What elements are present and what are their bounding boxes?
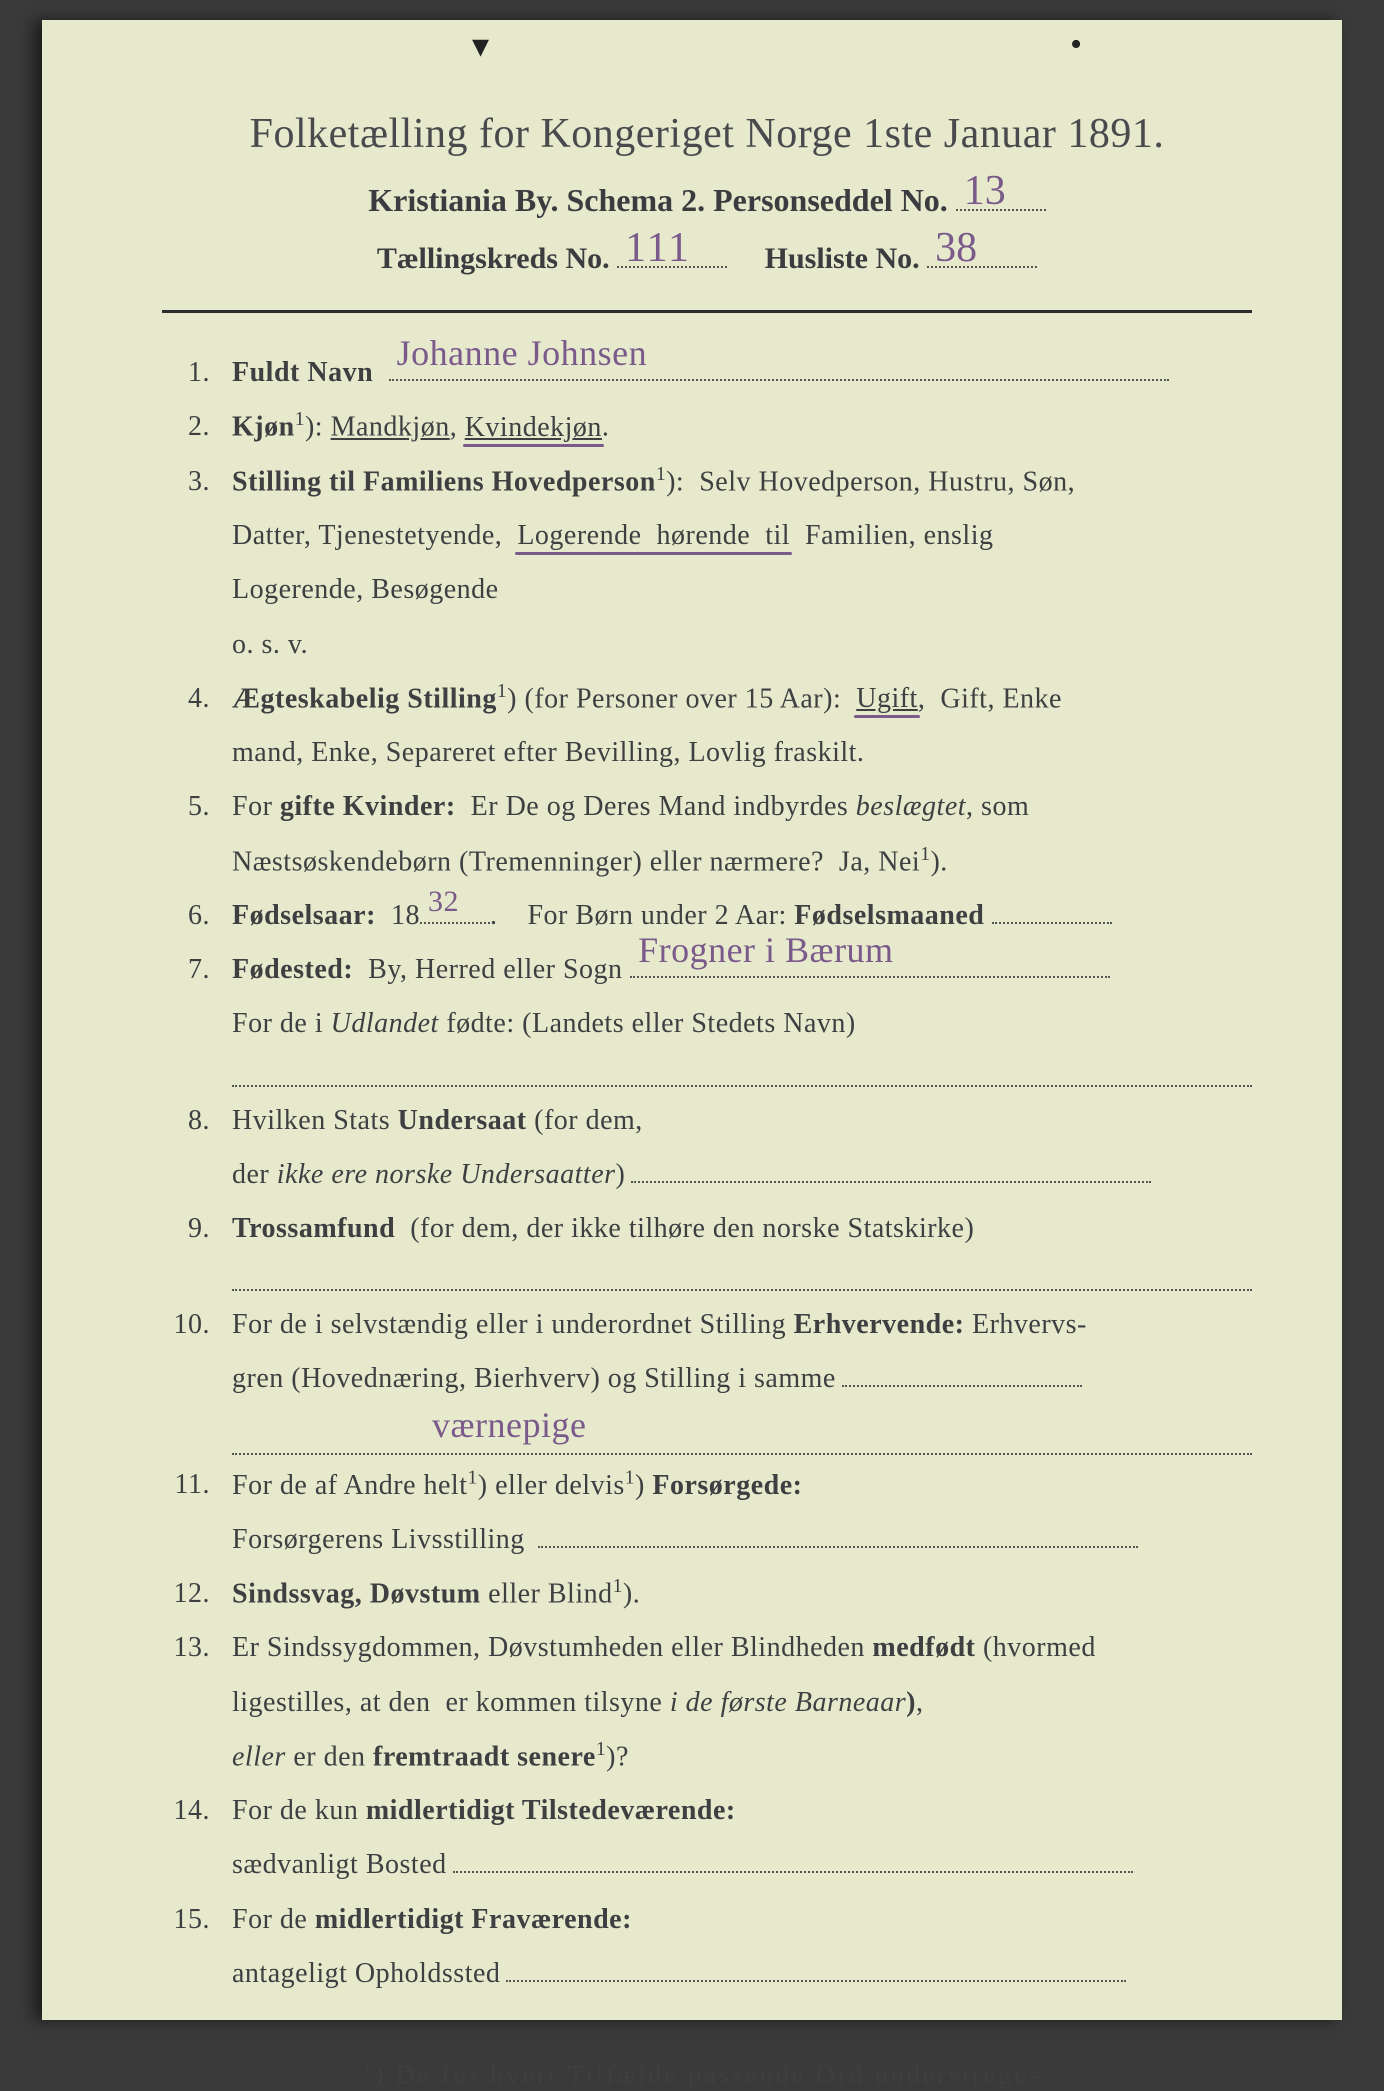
item-10: 10. For de i selvstændig eller i underor… bbox=[162, 1301, 1252, 1349]
item-1-num: 1. bbox=[162, 349, 232, 397]
fullname-value: Johanne Johnsen bbox=[397, 323, 647, 385]
item-15: 15. For de midlertidigt Fraværende: bbox=[162, 1896, 1252, 1944]
item-12-label: Sindssvag, Døvstum bbox=[232, 1578, 481, 1609]
item-13: 13. Er Sindssygdommen, Døvstumheden elle… bbox=[162, 1624, 1252, 1672]
birthmonth-field bbox=[992, 893, 1112, 924]
item-9-text: (for dem, der ikke tilhøre den norske St… bbox=[410, 1213, 974, 1244]
item-5: 5. For gifte Kvinder: Er De og Deres Man… bbox=[162, 783, 1252, 831]
item-10-cont: gren (Hovednæring, Bierhverv) og Stillin… bbox=[232, 1355, 1252, 1403]
footnote-text: De for hvert Tilfælde passende Ord under… bbox=[396, 2061, 1052, 2090]
item-8: 8. Hvilken Stats Undersaat (for dem, bbox=[162, 1097, 1252, 1145]
item-13-num: 13. bbox=[162, 1624, 232, 1672]
item-4-num: 4. bbox=[162, 675, 232, 723]
item-5-cont: Næstsøskendebørn (Tremenninger) eller næ… bbox=[232, 838, 1252, 886]
item-10-line1: For de i selvstændig eller i underordnet… bbox=[232, 1309, 1087, 1340]
item-10-num: 10. bbox=[162, 1301, 232, 1349]
item-8-num: 8. bbox=[162, 1097, 232, 1145]
birthplace-field: Frogner i Bærum bbox=[630, 947, 1110, 978]
item-7-dotline bbox=[232, 1055, 1252, 1087]
item-5-num: 5. bbox=[162, 783, 232, 831]
item-1-label: Fuldt Navn bbox=[232, 357, 373, 388]
logerende-underline: Logerende hørende til bbox=[517, 520, 790, 551]
item-8-cont: der ikke ere norske Undersaatter) bbox=[232, 1151, 1252, 1199]
item-3-cont2: Logerende, Besøgende bbox=[232, 566, 1252, 614]
ink-mark-1: ▾ bbox=[472, 26, 489, 1984]
census-form-page: Folketælling for Kongeriget Norge 1ste J… bbox=[42, 20, 1342, 2020]
mandkjon: Mandkjøn bbox=[331, 412, 450, 443]
item-9-num: 9. bbox=[162, 1205, 232, 1253]
divider bbox=[162, 310, 1252, 313]
item-4-cont: mand, Enke, Separeret efter Bevilling, L… bbox=[232, 729, 1252, 777]
item-3-cont1: Datter, Tjenestetyende, Logerende hørend… bbox=[232, 512, 1252, 560]
item-14-num: 14. bbox=[162, 1787, 232, 1835]
item-12: 12. Sindssvag, Døvstum eller Blind1). bbox=[162, 1570, 1252, 1618]
item-11: 11. For de af Andre helt1) eller delvis1… bbox=[162, 1461, 1252, 1509]
form-items: 1. Fuldt Navn Johanne Johnsen 2. Kjøn1):… bbox=[162, 349, 1252, 1998]
personseddel-no-field: 13 bbox=[956, 176, 1046, 211]
item-3-cont3: o. s. v. bbox=[232, 621, 1252, 669]
item-10-handline: værnepige bbox=[232, 1409, 1252, 1455]
item-13-line1: Er Sindssygdommen, Døvstumheden eller Bl… bbox=[232, 1632, 1096, 1663]
item-7-num: 7. bbox=[162, 946, 232, 994]
kreds-label: Tællingskreds No. bbox=[377, 242, 610, 275]
item-4: 4. Ægteskabelig Stilling1) (for Personer… bbox=[162, 675, 1252, 723]
birthplace-value: Frogner i Bærum bbox=[638, 920, 894, 982]
item-7: 7. Fødested: By, Herred eller Sogn Frogn… bbox=[162, 946, 1252, 994]
item-2-label: Kjøn bbox=[232, 412, 295, 443]
footnote: 1) De for hvert Tilfælde passende Ord un… bbox=[162, 2058, 1252, 2091]
fullname-field: Johanne Johnsen bbox=[389, 350, 1169, 381]
kreds-no-value: 111 bbox=[625, 224, 691, 272]
item-6-num: 6. bbox=[162, 892, 232, 940]
item-3-num: 3. bbox=[162, 458, 232, 506]
item-11-cont: Forsørgerens Livsstilling bbox=[232, 1516, 1252, 1564]
item-3: 3. Stilling til Familiens Hovedperson1):… bbox=[162, 458, 1252, 506]
item-14: 14. For de kun midlertidigt Tilstedevære… bbox=[162, 1787, 1252, 1835]
item-5-line1: For gifte Kvinder: Er De og Deres Mand i… bbox=[232, 791, 1029, 822]
item-9-dotline bbox=[232, 1259, 1252, 1291]
item-12-num: 12. bbox=[162, 1570, 232, 1618]
item-15-num: 15. bbox=[162, 1896, 232, 1944]
husliste-no-value: 38 bbox=[935, 224, 977, 272]
item-7-label: Fødested: bbox=[232, 954, 353, 985]
item-13-cont1: ligestilles, at den er kommen tilsyne i … bbox=[232, 1679, 1252, 1727]
item-14-cont: sædvanligt Bosted bbox=[232, 1841, 1252, 1889]
item-15-line1: For de midlertidigt Fraværende: bbox=[232, 1904, 632, 1935]
item-9: 9. Trossamfund (for dem, der ikke tilhør… bbox=[162, 1205, 1252, 1253]
personseddel-no-value: 13 bbox=[964, 167, 1006, 215]
item-15-cont: antageligt Opholdssted bbox=[232, 1950, 1252, 1998]
page-title: Folketælling for Kongeriget Norge 1ste J… bbox=[162, 110, 1252, 158]
item-11-num: 11. bbox=[162, 1461, 232, 1509]
item-4-label: Ægteskabelig Stilling bbox=[232, 683, 497, 714]
subtitle-line-1: Kristiania By. Schema 2. Personseddel No… bbox=[162, 176, 1252, 219]
husliste-label: Husliste No. bbox=[765, 242, 920, 275]
item-6-label: Fødselsaar: bbox=[232, 900, 376, 931]
item-1: 1. Fuldt Navn Johanne Johnsen bbox=[162, 349, 1252, 397]
item-12-rest: eller Blind bbox=[488, 1578, 612, 1609]
husliste-no-field: 38 bbox=[927, 235, 1037, 268]
item-13-cont2: eller er den fremtraadt senere1)? bbox=[232, 1733, 1252, 1781]
item-11-line1: For de af Andre helt1) eller delvis1) Fo… bbox=[232, 1470, 802, 1501]
item-3-line1: Selv Hovedperson, Hustru, Søn, bbox=[699, 466, 1075, 497]
year-prefix: 18 bbox=[391, 900, 420, 931]
ink-mark-2: • bbox=[1070, 26, 1082, 1984]
item-2: 2. Kjøn1): Mandkjøn, Kvindekjøn. bbox=[162, 403, 1252, 451]
ugift-underline: Ugift bbox=[856, 683, 918, 714]
year-value: 32 bbox=[428, 876, 459, 928]
subtitle-line-2: Tællingskreds No. 111 Husliste No. 38 bbox=[162, 235, 1252, 276]
item-9-label: Trossamfund bbox=[232, 1213, 395, 1244]
kreds-no-field: 111 bbox=[617, 235, 727, 268]
subtitle1-prefix: Kristiania By. Schema 2. Personseddel No… bbox=[368, 182, 948, 218]
item-3-label: Stilling til Familiens Hovedperson bbox=[232, 466, 656, 497]
item-2-num: 2. bbox=[162, 403, 232, 451]
item-8-line1: Hvilken Stats Undersaat (for dem, bbox=[232, 1105, 643, 1136]
occupation-value: værnepige bbox=[432, 1395, 586, 1457]
item-7-line1: By, Herred eller Sogn bbox=[368, 954, 622, 985]
item-7-cont: For de i Udlandet fødte: (Landets eller … bbox=[232, 1000, 1252, 1048]
